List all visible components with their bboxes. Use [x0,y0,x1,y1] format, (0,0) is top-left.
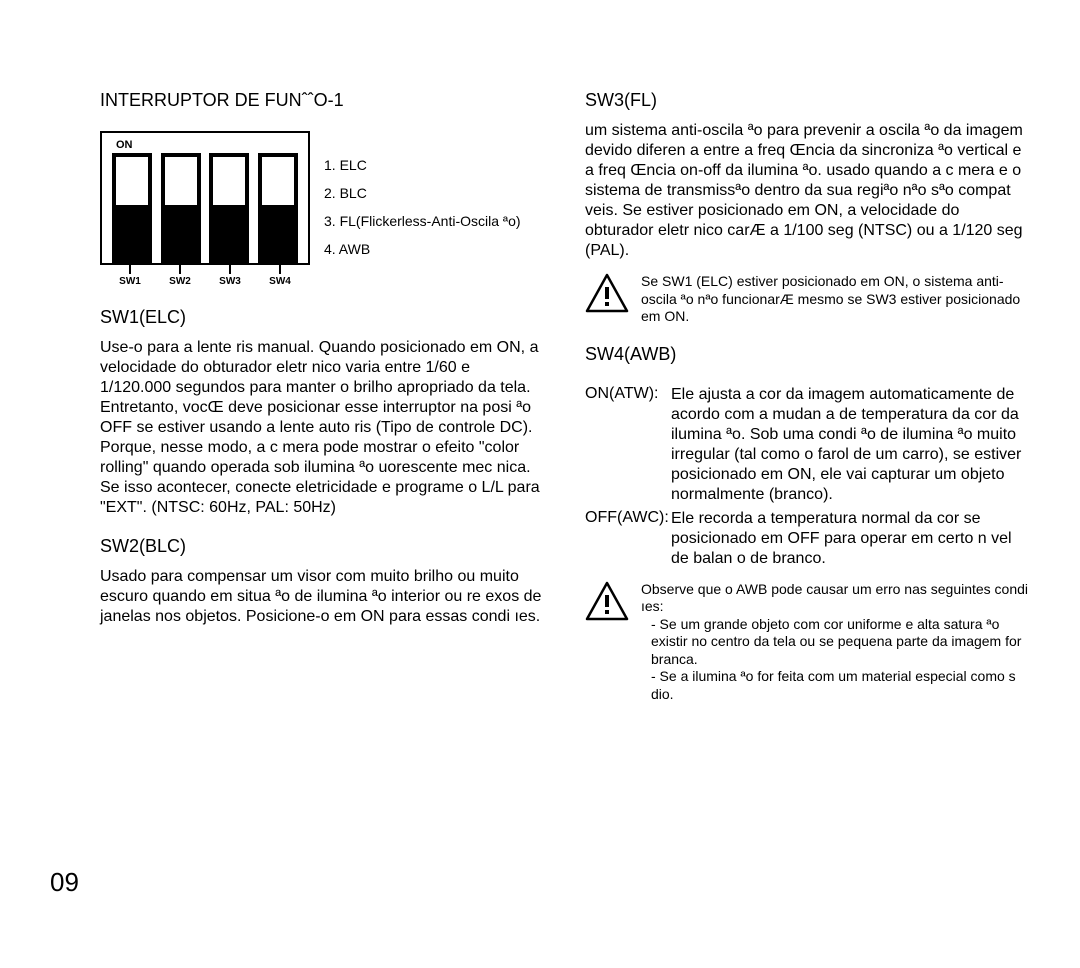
left-column: INTERRUPTOR DE FUNˆˆO-1 ON [100,90,545,717]
page-number: 09 [50,867,79,898]
legend-3: 3. FL(Flickerless-Anti-Oscila ªo) [324,207,521,235]
sw4-off-text: Ele recorda a temperatura normal da cor … [671,509,1030,569]
legend-1: 1. ELC [324,151,521,179]
switch-legend: 1. ELC 2. BLC 3. FL(Flickerless-Anti-Osc… [324,131,521,263]
sw4-on-label: ON(ATW): [585,385,671,505]
sw3-head: SW3(FL) [585,90,1030,111]
sw4-note-intro: Observe que o AWB pode causar um erro na… [641,581,1030,616]
warning-icon [585,273,629,313]
two-column-layout: INTERRUPTOR DE FUNˆˆO-1 ON [100,90,1030,717]
sw1-head: SW1(ELC) [100,307,545,328]
sw4-warning: Observe que o AWB pode causar um erro na… [585,581,1030,704]
manual-page: INTERRUPTOR DE FUNˆˆO-1 ON [0,0,1080,968]
sw2-text: Usado para compensar um visor com muito … [100,567,545,627]
arrow-4 [260,244,300,274]
switch-label-row: SW1 SW2 SW3 SW4 [100,276,310,287]
sw3-label: SW3 [210,276,250,287]
arrow-3 [210,244,250,274]
legend-4: 4. AWB [324,235,521,263]
page-title: INTERRUPTOR DE FUNˆˆO-1 [100,90,545,111]
sw3-warning: Se SW1 (ELC) estiver posicionado em ON, … [585,273,1030,326]
on-label: ON [116,139,298,151]
arrow-2 [160,244,200,274]
warning-icon [585,581,629,621]
arrow-1 [110,244,150,274]
sw3-warning-text: Se SW1 (ELC) estiver posicionado em ON, … [641,273,1030,326]
sw4-warning-text: Observe que o AWB pode causar um erro na… [641,581,1030,704]
legend-2: 2. BLC [324,179,521,207]
sw1-label: SW1 [110,276,150,287]
arrow-row [100,244,310,274]
sw4-off-label: OFF(AWC): [585,509,671,569]
dip-switch-figure: ON [100,131,545,287]
dip-switch-box: ON [100,131,310,287]
sw4-head: SW4(AWB) [585,344,1030,365]
sw3-text: um sistema anti-oscila ªo para prevenir … [585,121,1030,261]
sw1-text: Use-o para a lente ris manual. Quando po… [100,338,545,518]
sw2-head: SW2(BLC) [100,536,545,557]
sw4-label: SW4 [260,276,300,287]
sw4-on-row: ON(ATW): Ele ajusta a cor da imagem auto… [585,385,1030,505]
sw2-label: SW2 [160,276,200,287]
sw4-note-b2: - Se a ilumina ªo for feita com um mater… [651,668,1030,703]
sw4-on-text: Ele ajusta a cor da imagem automaticamen… [671,385,1030,505]
sw4-note-b1: - Se um grande objeto com cor uniforme e… [651,616,1030,669]
sw4-off-row: OFF(AWC): Ele recorda a temperatura norm… [585,509,1030,569]
right-column: SW3(FL) um sistema anti-oscila ªo para p… [585,90,1030,717]
